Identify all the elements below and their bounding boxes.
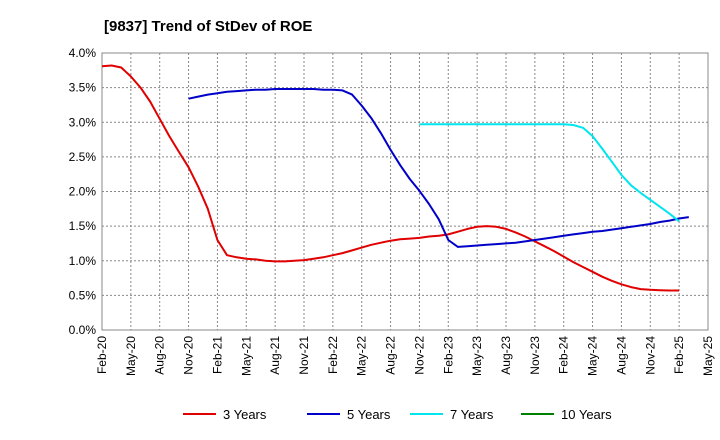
chart-title: [9837] Trend of StDev of ROE (104, 18, 312, 35)
y-tick-label: 0.5% (69, 288, 97, 302)
legend-label-7-years: 7 Years (450, 407, 494, 422)
x-tick-label: Aug-22 (384, 336, 398, 375)
x-tick-label: Aug-21 (268, 336, 282, 375)
series-lines (101, 64, 689, 292)
x-tick-label: Feb-23 (441, 336, 455, 374)
y-tick-label: 3.0% (69, 115, 97, 129)
x-tick-label: Feb-21 (210, 336, 224, 374)
series-line-7-years (419, 123, 680, 223)
x-tick-label: Aug-20 (153, 336, 167, 375)
series-line-3-years (101, 64, 680, 292)
y-tick-label: 0.0% (69, 323, 97, 337)
x-tick-label: Feb-24 (557, 336, 571, 374)
y-tick-label: 1.0% (69, 254, 97, 268)
y-tick-label: 2.5% (69, 150, 97, 164)
x-tick-label: Feb-22 (326, 336, 340, 374)
y-tick-label: 4.0% (69, 46, 97, 60)
series-line-5-years (188, 88, 689, 248)
x-axis-ticks: Feb-20 May-20 Aug-20 Nov-20 Feb-21 May-21 Aug-… (95, 336, 715, 376)
x-tick-label: May-20 (124, 336, 138, 376)
x-tick-label: Nov-23 (528, 336, 542, 375)
legend: 3 Years 5 Years 7 Years 10 Years (183, 407, 612, 422)
y-tick-label: 3.5% (69, 81, 97, 95)
legend-label-3-years: 3 Years (223, 407, 267, 422)
x-tick-label: May-23 (470, 336, 484, 376)
x-tick-label: Nov-24 (643, 336, 657, 375)
x-tick-label: Aug-23 (499, 336, 513, 375)
x-tick-label: May-21 (239, 336, 253, 376)
x-tick-label: Aug-24 (614, 336, 628, 375)
y-tick-label: 1.5% (69, 219, 97, 233)
legend-label-10-years: 10 Years (561, 407, 612, 422)
x-tick-label: Nov-20 (182, 336, 196, 375)
y-tick-label: 2.0% (69, 185, 97, 199)
legend-label-5-years: 5 Years (347, 407, 391, 422)
grid (102, 53, 708, 330)
x-tick-label: May-24 (586, 336, 600, 376)
x-tick-label: Nov-22 (412, 336, 426, 375)
plot-area-frame (101, 52, 709, 331)
x-tick-label: May-25 (701, 336, 715, 376)
x-tick-label: Nov-21 (297, 336, 311, 375)
x-tick-label: Feb-25 (672, 336, 686, 374)
x-tick-label: Feb-20 (95, 336, 109, 374)
x-tick-label: May-22 (355, 336, 369, 376)
y-axis-ticks: 0.0% 0.5% 1.0% 1.5% 2.0% 2.5% 3.0% 3.5% 4.0% (69, 46, 97, 337)
